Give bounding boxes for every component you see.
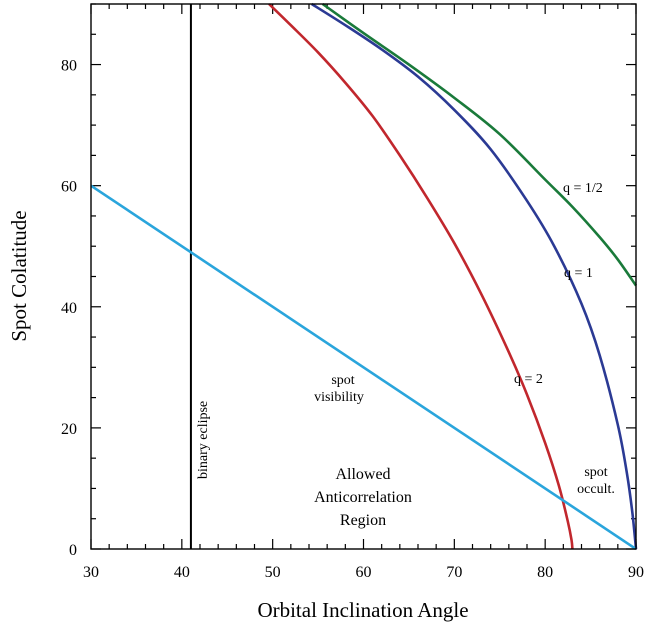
series-layer [90,2,638,551]
y-axis-title: Spot Colatitude [7,210,31,341]
x-tick-label: 30 [83,564,99,581]
q-two-label: q = 2 [514,372,543,387]
q-one-label: q = 1 [564,266,593,281]
y-tick-label: 60 [61,179,77,196]
binary-eclipse-label: binary eclipse [196,401,211,479]
series-q-half-line [321,2,638,287]
region-label-3: Region [340,512,386,529]
y-tick-label: 80 [61,58,77,75]
x-tick-label: 60 [356,564,372,581]
y-tick-label: 40 [61,300,77,317]
spot-visibility-label-2: visibility [314,390,364,405]
series-q-two-line [268,3,574,550]
q-half-label: q = 1/2 [563,181,603,196]
x-axis-title: Orbital Inclination Angle [257,598,468,622]
tick-labels: 30 40 50 60 70 80 90 0 20 40 60 80 [61,58,644,581]
spot-occult-label-1: spot [584,465,607,480]
series-q-one-line [311,2,638,550]
y-tick-label: 20 [61,421,77,438]
region-label-1: Allowed [335,466,390,483]
spot-occult-label-2: occult. [577,482,615,497]
x-tick-label: 50 [265,564,281,581]
spot-visibility-label-1: spot [331,373,354,388]
series-spot-visibility-line [90,184,637,551]
x-tick-label: 70 [446,564,462,581]
x-tick-label: 80 [537,564,553,581]
region-label-2: Anticorrelation [314,489,412,506]
plot-frame [90,3,637,550]
x-tick-label: 90 [628,564,644,581]
y-tick-label: 0 [69,542,77,559]
x-tick-label: 40 [174,564,190,581]
